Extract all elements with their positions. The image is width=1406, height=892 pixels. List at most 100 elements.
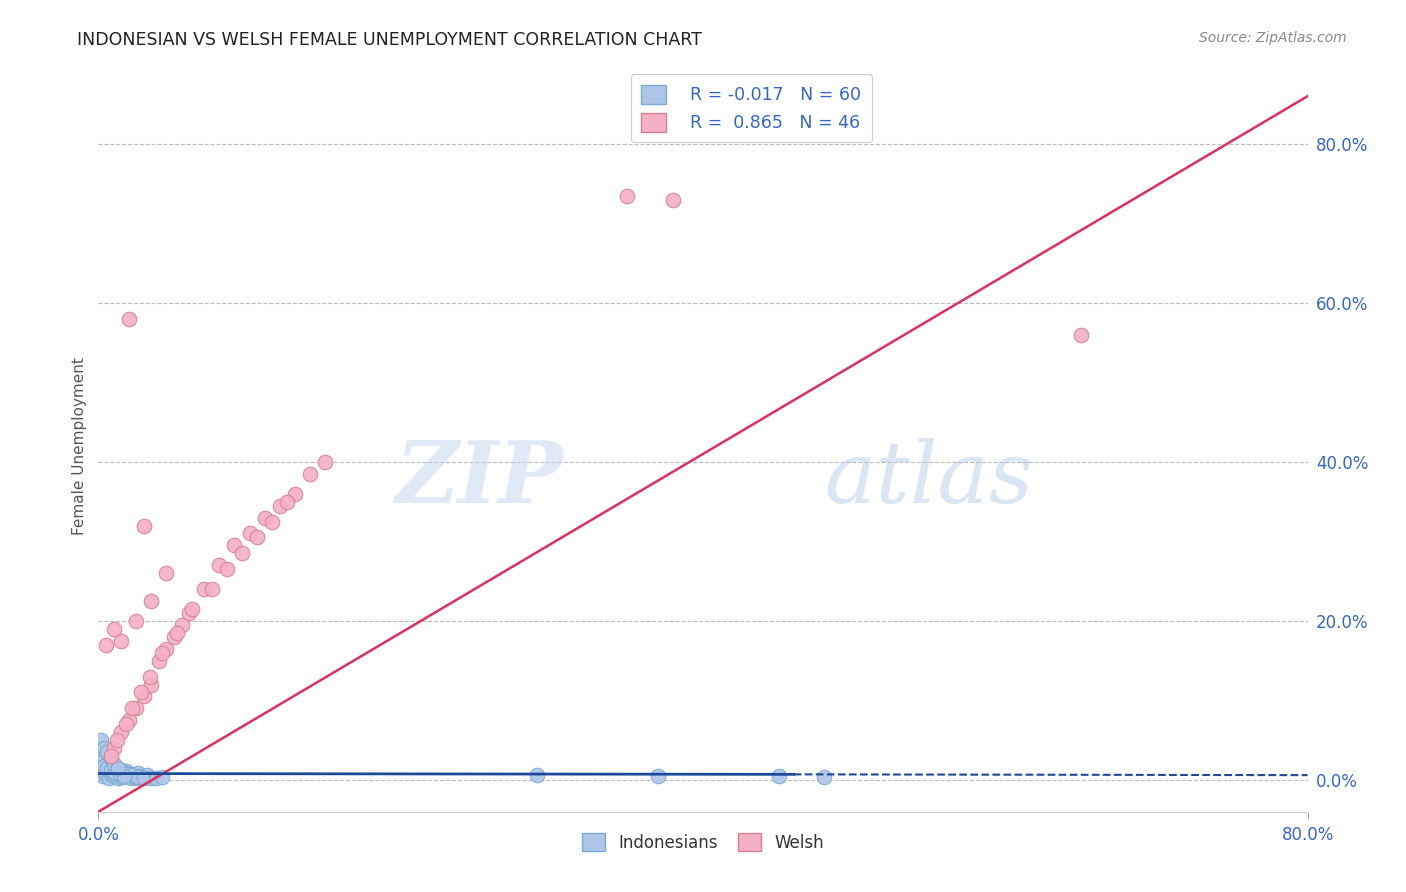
Point	[91, 769, 114, 783]
Point	[145, 771, 167, 785]
Point	[124, 770, 146, 784]
Point	[647, 769, 669, 783]
Point	[110, 770, 132, 784]
Point	[132, 518, 155, 533]
Y-axis label: Female Unemployment: Female Unemployment	[72, 357, 87, 535]
Point	[120, 769, 142, 783]
Point	[105, 766, 128, 780]
Point	[246, 530, 269, 544]
Point	[121, 701, 143, 715]
Point	[201, 582, 224, 596]
Point	[299, 467, 322, 481]
Point	[155, 641, 177, 656]
Point	[89, 749, 111, 764]
Point	[135, 768, 157, 782]
Point	[155, 566, 177, 581]
Point	[110, 633, 132, 648]
Point	[122, 767, 145, 781]
Point	[314, 455, 336, 469]
Point	[181, 602, 204, 616]
Point	[101, 758, 124, 772]
Point	[148, 654, 170, 668]
Text: ZIP: ZIP	[396, 437, 564, 521]
Point	[103, 769, 125, 783]
Point	[141, 677, 163, 691]
Point	[111, 765, 134, 780]
Point	[127, 770, 149, 784]
Point	[90, 764, 112, 779]
Point	[1070, 327, 1092, 342]
Point	[526, 768, 548, 782]
Point	[100, 764, 122, 778]
Point	[813, 770, 835, 784]
Point	[132, 771, 155, 785]
Point	[108, 767, 131, 781]
Point	[193, 582, 215, 596]
Point	[98, 761, 121, 775]
Point	[118, 714, 141, 728]
Point	[96, 761, 118, 775]
Point	[125, 701, 148, 715]
Point	[179, 606, 201, 620]
Point	[224, 538, 246, 552]
Point	[98, 771, 121, 785]
Point	[616, 188, 638, 202]
Point	[103, 622, 125, 636]
Point	[661, 193, 683, 207]
Point	[129, 769, 152, 783]
Point	[262, 515, 284, 529]
Point	[129, 685, 152, 699]
Point	[150, 646, 173, 660]
Point	[114, 717, 136, 731]
Point	[108, 767, 131, 781]
Point	[100, 767, 122, 781]
Point	[231, 546, 253, 560]
Point	[93, 758, 115, 772]
Text: Source: ZipAtlas.com: Source: ZipAtlas.com	[1199, 31, 1347, 45]
Point	[269, 499, 291, 513]
Point	[101, 764, 124, 779]
Point	[768, 769, 790, 783]
Point	[110, 725, 132, 739]
Point	[103, 757, 125, 772]
Point	[110, 763, 132, 777]
Point	[90, 733, 112, 747]
Point	[103, 741, 125, 756]
Point	[105, 733, 128, 747]
Point	[112, 768, 135, 782]
Point	[118, 311, 141, 326]
Point	[93, 764, 115, 778]
Point	[127, 765, 149, 780]
Point	[93, 741, 115, 756]
Point	[253, 510, 276, 524]
Point	[139, 771, 162, 785]
Point	[114, 766, 136, 780]
Point	[215, 562, 238, 576]
Text: INDONESIAN VS WELSH FEMALE UNEMPLOYMENT CORRELATION CHART: INDONESIAN VS WELSH FEMALE UNEMPLOYMENT …	[77, 31, 702, 49]
Point	[105, 764, 128, 779]
Point	[104, 764, 127, 778]
Point	[115, 770, 138, 784]
Point	[96, 761, 118, 775]
Point	[96, 745, 118, 759]
Point	[90, 756, 112, 770]
Point	[125, 768, 148, 782]
Point	[132, 770, 155, 784]
Point	[132, 690, 155, 704]
Point	[94, 638, 117, 652]
Point	[94, 766, 117, 780]
Point	[121, 771, 143, 785]
Point	[128, 771, 150, 785]
Point	[239, 526, 262, 541]
Point	[284, 486, 307, 500]
Point	[125, 614, 148, 628]
Point	[118, 766, 141, 780]
Point	[114, 764, 136, 779]
Point	[208, 558, 231, 573]
Point	[107, 771, 129, 785]
Point	[104, 765, 127, 780]
Point	[112, 769, 135, 783]
Point	[107, 761, 129, 775]
Point	[91, 757, 114, 772]
Point	[100, 749, 122, 764]
